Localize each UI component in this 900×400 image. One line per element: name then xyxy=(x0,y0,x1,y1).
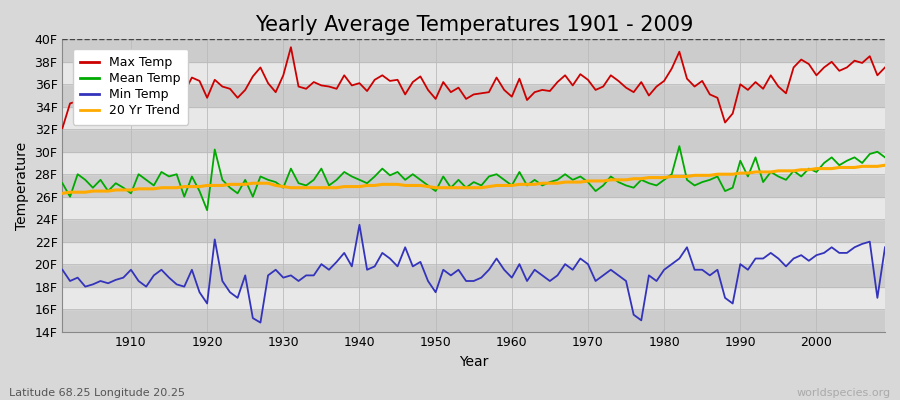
Text: worldspecies.org: worldspecies.org xyxy=(796,388,891,398)
Bar xyxy=(62,219,885,242)
X-axis label: Year: Year xyxy=(459,355,489,369)
Bar xyxy=(62,39,885,62)
Bar xyxy=(62,197,885,219)
Title: Yearly Average Temperatures 1901 - 2009: Yearly Average Temperatures 1901 - 2009 xyxy=(255,15,693,35)
Bar xyxy=(62,62,885,84)
Bar xyxy=(62,309,885,332)
Bar xyxy=(62,264,885,287)
Bar xyxy=(62,287,885,309)
Bar xyxy=(62,107,885,129)
Legend: Max Temp, Mean Temp, Min Temp, 20 Yr Trend: Max Temp, Mean Temp, Min Temp, 20 Yr Tre… xyxy=(73,48,188,125)
Text: Latitude 68.25 Longitude 20.25: Latitude 68.25 Longitude 20.25 xyxy=(9,388,185,398)
Y-axis label: Temperature: Temperature xyxy=(15,141,29,230)
Bar xyxy=(62,84,885,107)
Bar xyxy=(62,174,885,197)
Bar xyxy=(62,242,885,264)
Bar xyxy=(62,152,885,174)
Bar xyxy=(62,129,885,152)
